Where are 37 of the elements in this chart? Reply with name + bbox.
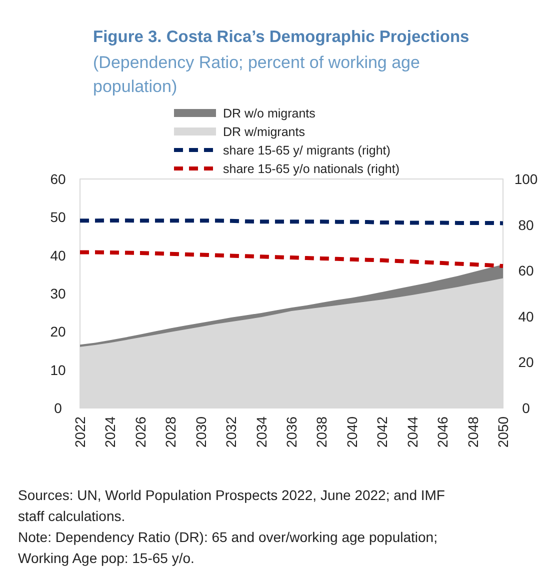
x-tick-label: 2030	[192, 416, 209, 448]
chart-title: Figure 3. Costa Rica’s Demographic Projections	[93, 28, 470, 46]
y-tick-label: 60	[50, 171, 66, 187]
x-tick-label: 2028	[162, 416, 179, 448]
x-tick-label: 2026	[132, 416, 148, 448]
y2-tick-label: 60	[518, 262, 534, 279]
y-tick-label: 40	[50, 247, 66, 264]
y2-tick-label: 80	[518, 216, 534, 233]
y-tick-label: 30	[50, 286, 66, 302]
x-tick-label: 2036	[284, 416, 300, 448]
legend-label: share 15-65 y/o nationals (right)	[223, 162, 400, 176]
y-tick-label: 0	[54, 400, 62, 416]
y2-tick-label: 0	[522, 400, 530, 416]
y2-tick-label: 40	[518, 308, 534, 324]
source-note: Sources: UN, World Population Prospects 2022, June 2022; and IMF staff calculations.	[18, 487, 445, 524]
x-tick-label: 2034	[253, 416, 270, 448]
legend-label: DR w/migrants	[223, 125, 305, 139]
legend-label: DR w/o migrants	[223, 106, 316, 120]
y-tick-label: 20	[50, 324, 66, 340]
line-series	[78, 250, 505, 268]
x-tick-label: 2050	[495, 416, 511, 448]
x-tick-label: 2040	[344, 416, 360, 448]
x-tick-label: 2032	[223, 416, 240, 448]
y2-tick-label: 100	[514, 171, 538, 187]
y2-tick-label: 20	[518, 354, 534, 370]
x-tick-label: 2038	[314, 416, 330, 448]
y-tick-label: 50	[50, 209, 66, 226]
x-tick-label: 2048	[464, 416, 481, 448]
x-tick-label: 2024	[102, 416, 118, 448]
y-tick-label: 10	[50, 362, 66, 378]
legend-label: share 15-65 y/ migrants (right)	[223, 144, 390, 158]
text: Note: Dependency Ratio (DR): 65 and over/working age population; Working Age pop: 15-65 y/o.	[18, 529, 438, 566]
chart-subtitle: (Dependency Ratio; percent of working age population)	[93, 53, 420, 96]
x-tick-label: 2022	[72, 416, 88, 448]
x-tick-label: 2042	[374, 416, 390, 448]
x-tick-label: 2046	[434, 416, 451, 448]
x-tick-label: 2044	[404, 416, 420, 448]
